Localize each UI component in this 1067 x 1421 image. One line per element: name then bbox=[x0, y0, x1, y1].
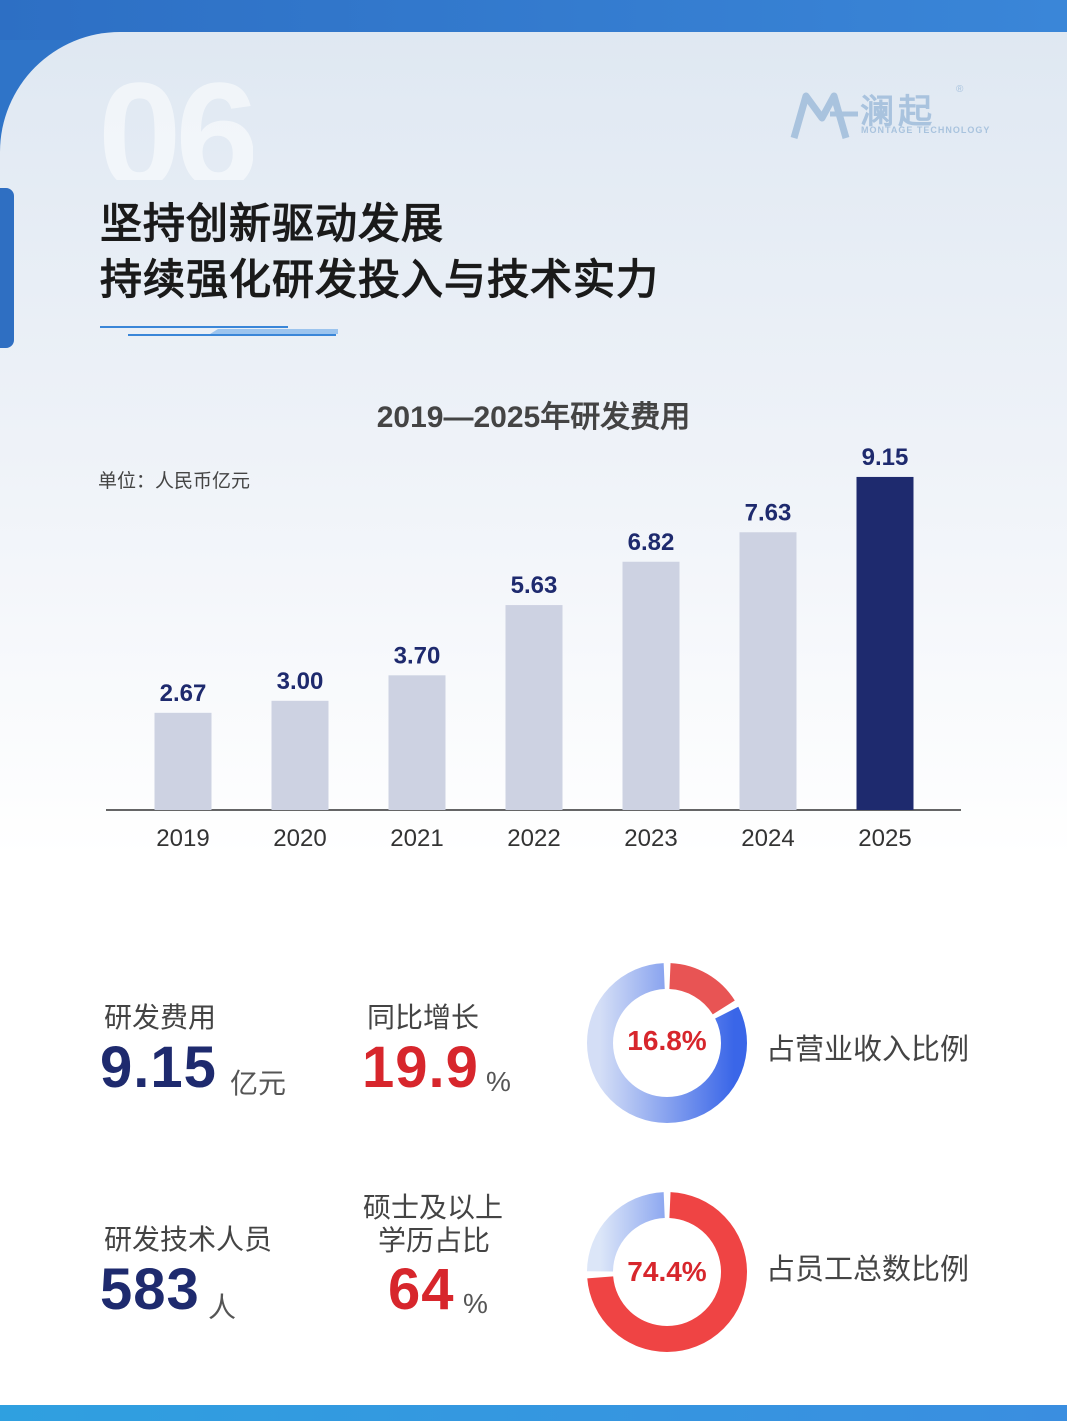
revenue-ratio-remainder-arc bbox=[587, 963, 747, 1123]
x-tick-2021: 2021 bbox=[390, 825, 443, 852]
x-tick-2019: 2019 bbox=[156, 825, 209, 852]
revenue-ratio-percent: 16.8% bbox=[627, 1025, 707, 1056]
revenue-ratio-donut: 16.8% bbox=[587, 963, 747, 1128]
value-label-2019: 2.67 bbox=[160, 680, 207, 707]
value-label-2020: 3.00 bbox=[277, 668, 324, 695]
rd-expense-label: 研发费用 bbox=[104, 1002, 217, 1033]
bar-2020 bbox=[271, 700, 329, 810]
section-number: 06 bbox=[98, 60, 253, 180]
masters-ratio-value: 64 bbox=[388, 1257, 455, 1322]
masters-ratio-label-line2: 学历占比 bbox=[378, 1225, 491, 1256]
bar-2019 bbox=[154, 712, 212, 810]
bar-2024 bbox=[739, 532, 797, 810]
x-tick-2024: 2024 bbox=[741, 825, 794, 852]
value-label-2021: 3.70 bbox=[394, 642, 441, 669]
value-label-2024: 7.63 bbox=[745, 499, 792, 526]
x-tick-2020: 2020 bbox=[273, 825, 326, 852]
logo-registered-mark: ® bbox=[956, 84, 964, 95]
chart-unit-label: 单位：人民币亿元 bbox=[98, 471, 251, 492]
page-title-line2: 持续强化研发投入与技术实力 bbox=[100, 256, 660, 303]
rd-staff-value: 583 bbox=[100, 1257, 200, 1322]
rd-expense-unit: 亿元 bbox=[230, 1068, 287, 1099]
rd-expense-value: 9.15 bbox=[100, 1035, 217, 1100]
rd-staff-label: 研发技术人员 bbox=[104, 1224, 273, 1255]
title-decoration bbox=[100, 326, 338, 336]
bottom-band bbox=[0, 1405, 1067, 1421]
x-tick-2022: 2022 bbox=[507, 825, 560, 852]
revenue-ratio-caption: 占营业收入比例 bbox=[766, 1034, 970, 1066]
x-tick-2023: 2023 bbox=[624, 825, 677, 852]
staff-ratio-center bbox=[614, 1219, 720, 1325]
rd-expense-bar-chart: 2.67 2019 3.00 2020 3.70 2021 5.63 2022 6.82 2023… bbox=[106, 444, 961, 852]
bar-2021 bbox=[388, 675, 446, 810]
staff-ratio-ring bbox=[587, 1192, 747, 1352]
revenue-ratio-ring bbox=[587, 963, 747, 1123]
revenue-ratio-center bbox=[614, 990, 720, 1096]
logo-subtitle: MONTAGE TECHNOLOGY bbox=[861, 125, 991, 135]
yoy-growth-unit: % bbox=[486, 1066, 511, 1097]
yoy-growth-label: 同比增长 bbox=[367, 1002, 480, 1033]
masters-ratio-label-line1: 硕士及以上 bbox=[363, 1192, 504, 1223]
rd-staff-unit: 人 bbox=[208, 1292, 237, 1323]
staff-ratio-percent: 74.4% bbox=[627, 1256, 707, 1287]
bar-2023 bbox=[622, 561, 680, 810]
montage-logo-icon bbox=[790, 92, 858, 139]
page-title-line1: 坚持创新驱动发展 bbox=[100, 200, 445, 247]
bar-2025 bbox=[856, 476, 914, 810]
chart-title: 2019—2025年研发费用 bbox=[376, 401, 691, 434]
masters-ratio-unit: % bbox=[463, 1288, 488, 1319]
side-tab bbox=[0, 188, 14, 348]
value-label-2022: 5.63 bbox=[511, 572, 558, 599]
staff-ratio-percent-arc bbox=[587, 1192, 747, 1352]
staff-ratio-donut: 74.4% bbox=[587, 1192, 747, 1357]
staff-ratio-caption: 占员工总数比例 bbox=[766, 1254, 970, 1286]
value-label-2023: 6.82 bbox=[628, 529, 675, 556]
yoy-growth-value: 19.9 bbox=[362, 1035, 479, 1100]
x-tick-2025: 2025 bbox=[858, 825, 911, 852]
logo-name: 澜起 bbox=[860, 93, 936, 131]
bar-2022 bbox=[505, 605, 563, 810]
value-label-2025: 9.15 bbox=[862, 444, 909, 471]
